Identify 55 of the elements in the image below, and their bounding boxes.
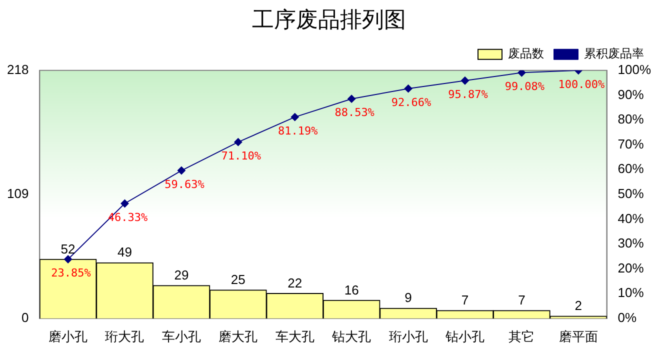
x-tick-label: 磨平面 (558, 328, 598, 344)
data-label: 92.66% (391, 96, 432, 109)
data-label: 71.10% (221, 149, 262, 162)
x-tick-label: 其它 (508, 328, 535, 344)
legend-label: 累积废品率 (584, 46, 644, 61)
point (234, 138, 242, 146)
y-tick-label: 218 (6, 62, 29, 77)
y2-tick-label: 70% (618, 136, 644, 152)
legend-label: 废品数 (508, 46, 544, 61)
data-label: 95.87% (448, 88, 488, 101)
point (348, 94, 356, 103)
data-label: 7 (461, 292, 469, 308)
y2-tick-label: 20% (618, 260, 644, 276)
data-label: 88.53% (334, 106, 375, 120)
x-tick-label: 车大孔 (275, 328, 314, 344)
point (290, 113, 299, 122)
data-label: 49 (118, 244, 132, 260)
data-label: 25 (230, 272, 246, 288)
y-tick-label: 109 (6, 186, 29, 201)
y2-tick-label: 30% (618, 236, 644, 251)
x-tick-label: 钻小孔 (444, 328, 484, 344)
point (518, 70, 526, 77)
x-tick-label: 磨小孔 (48, 328, 88, 344)
data-label: 52 (60, 241, 76, 256)
y2-tick-label: 100% (618, 62, 652, 77)
point (120, 200, 129, 208)
data-label: 22 (288, 275, 302, 290)
data-label: 2 (574, 298, 582, 314)
data-label: 100.00% (558, 78, 605, 91)
point (460, 76, 469, 85)
y2-tick-label: 40% (618, 210, 644, 226)
point (404, 84, 412, 93)
data-label: 99.08% (504, 80, 545, 94)
point (177, 166, 186, 175)
y2-tick-label: 90% (618, 86, 644, 102)
x-tick-label: 钻大孔 (331, 328, 372, 344)
y2-tick-label: 0% (618, 310, 637, 325)
data-label: 16 (344, 282, 359, 298)
y2-tick-label: 80% (618, 112, 644, 127)
y2-tick-label: 50% (618, 186, 644, 201)
chart-title: 工序废品排列图 (252, 8, 406, 33)
data-label: 23.85% (51, 266, 92, 280)
x-tick-label: 珩小孔 (388, 328, 428, 344)
y2-tick-label: 60% (618, 161, 644, 176)
x-tick-label: 磨大孔 (218, 328, 258, 344)
point (64, 255, 72, 264)
x-tick-label: 车小孔 (162, 328, 201, 344)
data-label: 29 (174, 267, 189, 282)
data-label: 81.19% (278, 124, 318, 138)
data-label: 59.63% (164, 178, 205, 191)
y2-tick-label: 10% (618, 285, 644, 300)
x-tick-label: 珩大孔 (105, 328, 144, 344)
data-label: 9 (404, 290, 412, 306)
data-label: 7 (518, 292, 526, 308)
y-tick-label: 0 (21, 310, 29, 325)
